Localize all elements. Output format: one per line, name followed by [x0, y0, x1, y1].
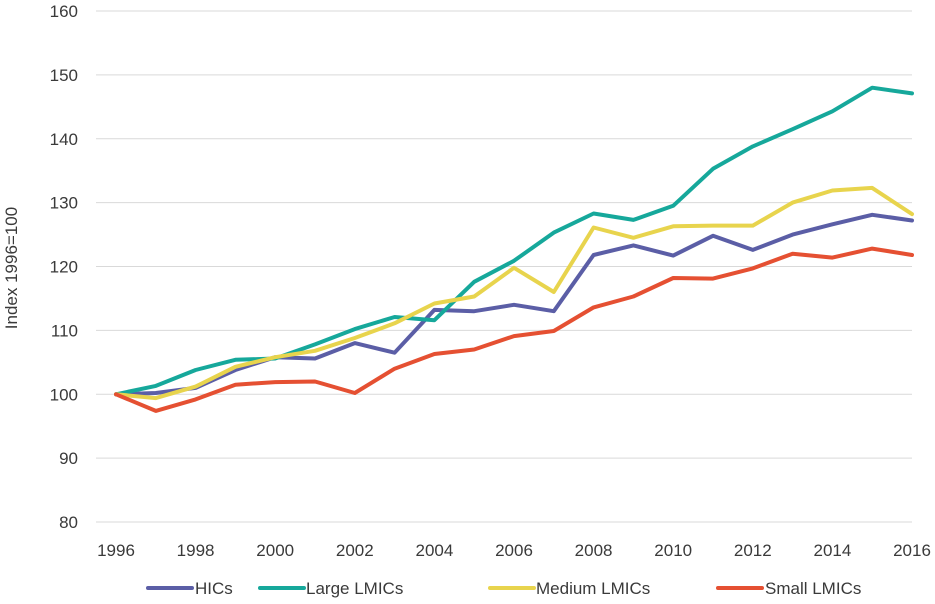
series-lines	[114, 85, 914, 413]
y-tick-label-130: 130	[50, 194, 78, 213]
y-tick-label-90: 90	[59, 449, 78, 468]
y-tick-label-80: 80	[59, 513, 78, 532]
legend-label-large-lmics: Large LMICs	[306, 579, 403, 598]
y-tick-label-140: 140	[50, 130, 78, 149]
series-line-medium-lmics	[114, 185, 914, 401]
x-tick-label-2004: 2004	[415, 541, 453, 560]
series-line-large-lmics	[114, 85, 914, 397]
y-tick-label-120: 120	[50, 258, 78, 277]
y-tick-label-160: 160	[50, 2, 78, 21]
y-axis-title: Index 1996=100	[2, 207, 21, 329]
x-tick-label-2012: 2012	[734, 541, 772, 560]
x-tick-label-2016: 2016	[893, 541, 931, 560]
x-tick-label-2002: 2002	[336, 541, 374, 560]
y-axis-ticks: 80 90 100 110 120 130 140 150 160	[50, 2, 78, 532]
legend-label-medium-lmics: Medium LMICs	[536, 579, 650, 598]
x-tick-label-1998: 1998	[177, 541, 215, 560]
legend-label-hics: HICs	[195, 579, 233, 598]
x-tick-label-2006: 2006	[495, 541, 533, 560]
x-tick-label-1996: 1996	[97, 541, 135, 560]
y-tick-label-100: 100	[50, 385, 78, 404]
y-tick-label-150: 150	[50, 66, 78, 85]
legend-label-small-lmics: Small LMICs	[765, 579, 861, 598]
series-line-small-lmics	[114, 246, 914, 413]
y-tick-label-110: 110	[51, 321, 78, 340]
x-axis-ticks: 1996 1998 2000 2002 2004 2006 2008 2010 2012 2014…	[97, 541, 931, 560]
x-tick-label-2008: 2008	[575, 541, 613, 560]
x-tick-label-2014: 2014	[813, 541, 851, 560]
series-line-hics	[114, 212, 914, 397]
x-tick-label-2000: 2000	[256, 541, 294, 560]
legend: HICs Large LMICs Medium LMICs Small LMICs	[146, 579, 861, 598]
x-tick-label-2010: 2010	[654, 541, 692, 560]
